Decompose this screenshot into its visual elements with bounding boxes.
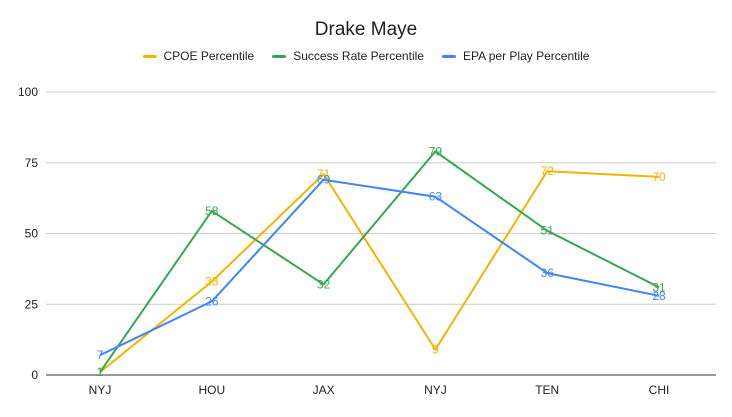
data-label: 28: [652, 289, 666, 303]
legend-swatch-cpoe: [142, 54, 157, 58]
x-tick-label: JAX: [313, 383, 335, 397]
legend-item-cpoe[interactable]: CPOE Percentile: [142, 49, 255, 63]
legend-label-success-rate: Success Rate Percentile: [293, 49, 424, 63]
data-label: 58: [205, 204, 219, 218]
data-label: 72: [541, 164, 555, 178]
x-tick-label: NYJ: [424, 383, 447, 397]
x-tick-label: NYJ: [89, 383, 112, 397]
data-label: 7: [97, 348, 104, 362]
legend-item-epa[interactable]: EPA per Play Percentile: [441, 49, 590, 63]
x-tick-label: HOU: [198, 383, 225, 397]
series-line-2: [99, 178, 660, 357]
data-label: 1: [97, 365, 104, 379]
legend: CPOE Percentile Success Rate Percentile …: [0, 49, 732, 63]
series-line-1: [99, 150, 660, 373]
data-label: 32: [317, 277, 331, 291]
data-label: 1: [97, 365, 104, 379]
data-label: 69: [317, 173, 331, 187]
x-tick-label: TEN: [535, 383, 559, 397]
data-label: 36: [541, 266, 555, 280]
legend-item-success-rate[interactable]: Success Rate Percentile: [272, 49, 424, 63]
legend-label-cpoe: CPOE Percentile: [163, 49, 255, 63]
chart-title: Drake Maye: [314, 19, 418, 40]
y-tick-label: 50: [25, 227, 39, 241]
data-label: 33: [205, 275, 219, 289]
legend-swatch-epa: [441, 54, 456, 58]
data-label: 70: [652, 170, 666, 184]
y-tick-label: 100: [18, 85, 38, 99]
data-label: 51: [541, 224, 555, 238]
data-label: 31: [652, 280, 666, 294]
legend-label-epa: EPA per Play Percentile: [462, 49, 590, 63]
data-label: 79: [429, 144, 443, 158]
data-label: 71: [317, 167, 331, 181]
y-tick-label: 25: [25, 297, 39, 311]
data-label: 9: [432, 343, 439, 357]
series-line-0: [99, 170, 660, 373]
x-tick-label: CHI: [649, 383, 670, 397]
data-label: 63: [429, 190, 443, 204]
y-tick-label: 75: [25, 156, 39, 170]
y-tick-label: 0: [31, 368, 38, 382]
legend-swatch-success-rate: [272, 54, 287, 58]
data-label: 26: [205, 294, 219, 308]
